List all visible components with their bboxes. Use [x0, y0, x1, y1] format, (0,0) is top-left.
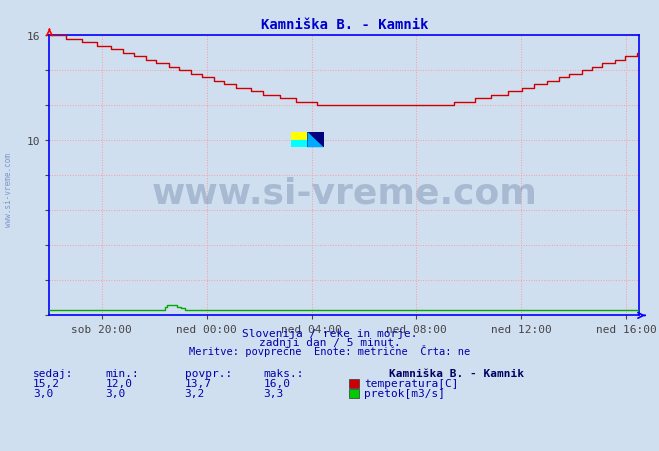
FancyBboxPatch shape — [291, 133, 308, 140]
Text: povpr.:: povpr.: — [185, 368, 232, 378]
Text: 16,0: 16,0 — [264, 378, 291, 388]
Text: zadnji dan / 5 minut.: zadnji dan / 5 minut. — [258, 337, 401, 347]
Text: www.si-vreme.com: www.si-vreme.com — [152, 176, 537, 210]
Text: 13,7: 13,7 — [185, 378, 212, 388]
Text: 3,3: 3,3 — [264, 388, 284, 398]
Text: temperatura[C]: temperatura[C] — [364, 378, 459, 388]
FancyBboxPatch shape — [308, 133, 324, 148]
Text: Kamniška B. - Kamnik: Kamniška B. - Kamnik — [389, 368, 524, 378]
Text: 3,0: 3,0 — [33, 388, 53, 398]
Text: sedaj:: sedaj: — [33, 368, 73, 378]
Text: Slovenija / reke in morje.: Slovenija / reke in morje. — [242, 328, 417, 338]
Polygon shape — [308, 133, 324, 148]
Text: min.:: min.: — [105, 368, 139, 378]
Text: 12,0: 12,0 — [105, 378, 132, 388]
Text: 3,0: 3,0 — [105, 388, 126, 398]
Text: 15,2: 15,2 — [33, 378, 60, 388]
Text: www.si-vreme.com: www.si-vreme.com — [4, 152, 13, 226]
Text: Meritve: povprečne  Enote: metrične  Črta: ne: Meritve: povprečne Enote: metrične Črta:… — [189, 344, 470, 356]
Text: pretok[m3/s]: pretok[m3/s] — [364, 388, 445, 398]
Text: 3,2: 3,2 — [185, 388, 205, 398]
FancyBboxPatch shape — [291, 140, 308, 148]
Title: Kamniška B. - Kamnik: Kamniška B. - Kamnik — [260, 18, 428, 32]
Text: maks.:: maks.: — [264, 368, 304, 378]
